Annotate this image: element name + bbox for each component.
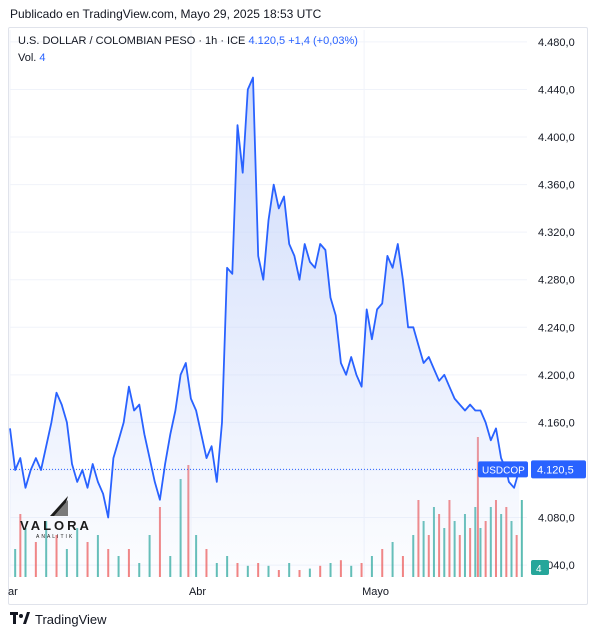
tradingview-logo-icon <box>10 612 30 627</box>
x-tick-label: ar <box>8 586 18 598</box>
y-tick-label: 4.400,0 <box>538 132 575 144</box>
y-tick-label: 4.360,0 <box>538 180 575 192</box>
valora-logo-icon <box>50 496 68 516</box>
y-tick-label: 4.160,0 <box>538 417 575 429</box>
legend-price: 4.120,5 <box>248 35 286 47</box>
tradingview-footer[interactable]: TradingView <box>10 612 107 627</box>
valora-watermark: VALORA ANALITIK <box>20 494 100 544</box>
y-tick-label: 4.080,0 <box>538 513 575 525</box>
y-tick-label: 4.280,0 <box>538 275 575 287</box>
legend-change: +1,4 (+0,03%) <box>288 35 358 47</box>
y-tick-label: 4.440,0 <box>538 84 575 96</box>
volume-badge <box>531 560 549 575</box>
legend-vol-label: Vol. <box>18 52 37 64</box>
x-tick-label: Mayo <box>362 586 389 598</box>
chart-frame <box>8 27 588 605</box>
y-tick-label: 4.240,0 <box>538 322 575 334</box>
legend-vol-value: 4 <box>39 52 46 64</box>
volume-bar <box>520 500 523 577</box>
legend-symbol-row: U.S. DOLLAR / COLOMBIAN PESO · 1h · ICE … <box>18 35 358 47</box>
price-area <box>10 77 520 577</box>
y-tick-label: 4.320,0 <box>538 227 575 239</box>
price-badge-label: 4.120,5 <box>537 464 574 476</box>
y-tick-label: 4.200,0 <box>538 370 575 382</box>
legend-volume-row: Vol. 4 <box>18 52 46 64</box>
x-tick-label: Abr <box>189 586 206 598</box>
valora-brand: VALORA <box>20 518 92 533</box>
valora-sub: ANALITIK <box>36 534 75 540</box>
symbol-badge-label: USDCOP <box>482 465 525 476</box>
tradingview-brand: TradingView <box>35 612 107 627</box>
symbol-badge <box>478 461 528 478</box>
y-tick-label: 4.480,0 <box>538 37 575 49</box>
published-caption: Publicado en TradingView.com, Mayo 29, 2… <box>10 7 322 21</box>
price-line <box>9 76 521 519</box>
legend-symbol: U.S. DOLLAR / COLOMBIAN PESO · 1h · ICE <box>18 35 246 47</box>
price-badge <box>531 460 586 479</box>
volume-badge-label: 4 <box>536 564 542 575</box>
